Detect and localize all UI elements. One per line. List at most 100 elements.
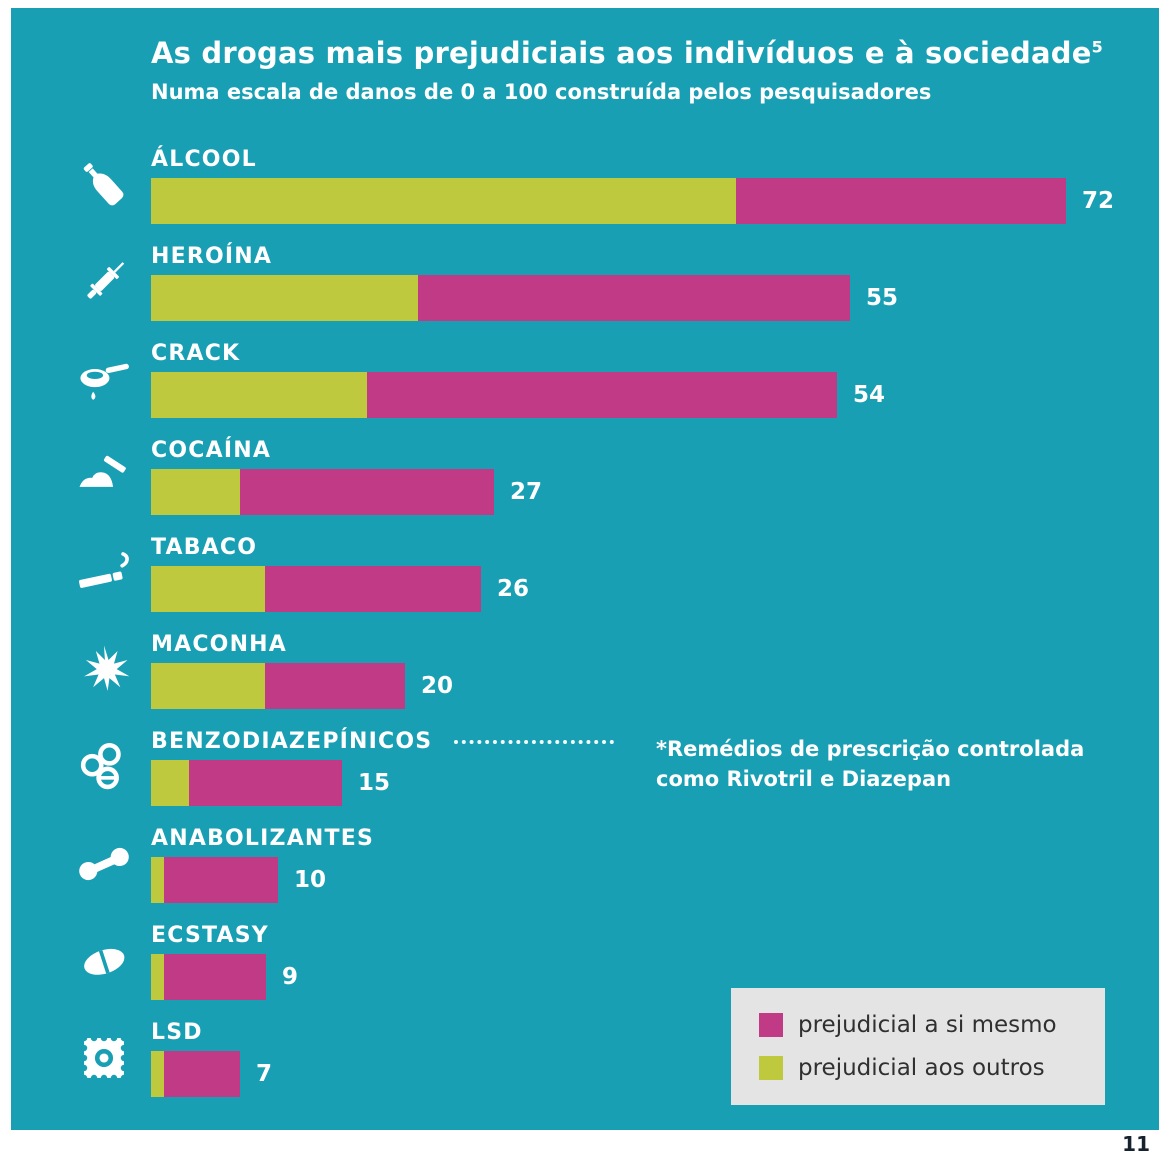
bar-segment-self — [418, 275, 850, 321]
dotted-leader — [454, 739, 615, 744]
bar-segment-others — [151, 857, 164, 903]
bottle-icon — [56, 156, 151, 214]
syringe-icon — [56, 253, 151, 311]
bar-segment-others — [151, 275, 418, 321]
drug-label: COCAÍNA — [151, 438, 272, 463]
stacked-bar — [151, 760, 342, 806]
drug-label-line: LSD — [151, 1019, 1159, 1046]
legend-item-others: prejudicial aos outros — [759, 1055, 1077, 1081]
drug-label: ÁLCOOL — [151, 147, 257, 172]
bar-segment-self — [265, 566, 481, 612]
stacked-bar — [151, 566, 481, 612]
pills-icon — [56, 738, 151, 796]
bar-value: 10 — [294, 867, 327, 893]
bar-segment-self — [164, 1051, 240, 1097]
legend-item-self: prejudicial a si mesmo — [759, 1012, 1077, 1038]
pipe-icon — [56, 350, 151, 408]
bar-row-benzodiazepinicos: BENZODIAZEPÍNICOS 15 — [11, 728, 1159, 806]
legend-label-self: prejudicial a si mesmo — [798, 1012, 1057, 1038]
bar-value: 55 — [866, 285, 899, 311]
drug-label: CRACK — [151, 341, 241, 366]
legend: prejudicial a si mesmo prejudicial aos o… — [731, 988, 1105, 1105]
stacked-bar — [151, 372, 837, 418]
stacked-bar — [151, 954, 266, 1000]
bar-row-main: TABACO 26 — [151, 534, 1159, 612]
drug-label-line: ÁLCOOL — [151, 146, 1159, 173]
chart-subtitle: Numa escala de danos de 0 a 100 construí… — [151, 80, 932, 104]
bar-line: 7 — [151, 1051, 1159, 1097]
bar-value: 72 — [1082, 188, 1115, 214]
annotation-line1: *Remédios de prescrição controlada — [656, 737, 1085, 761]
chart-title: As drogas mais prejudiciais aos indivídu… — [151, 36, 1139, 70]
bar-row-lsd: LSD 7 — [11, 1019, 1159, 1097]
bar-value: 27 — [510, 479, 543, 505]
bar-line: 27 — [151, 469, 1159, 515]
bar-row-main: CRACK 54 — [151, 340, 1159, 418]
bar-segment-self — [164, 954, 266, 1000]
bar-line: 9 — [151, 954, 1159, 1000]
stacked-bar — [151, 275, 850, 321]
annotation-drug-name-2: Diazepan — [841, 767, 952, 792]
cigarette-icon — [56, 544, 151, 602]
stacked-bar — [151, 469, 494, 515]
bar-row-main: MACONHA 20 — [151, 631, 1159, 709]
bar-segment-others — [151, 372, 367, 418]
stamp-icon — [56, 1029, 151, 1087]
bar-value: 7 — [256, 1061, 273, 1087]
stacked-bar — [151, 178, 1066, 224]
legend-swatch-self — [759, 1013, 783, 1037]
bar-segment-others — [151, 178, 736, 224]
bar-segment-self — [240, 469, 494, 515]
bar-row-main: HEROÍNA 55 — [151, 243, 1159, 321]
bar-row-main: COCAÍNA 27 — [151, 437, 1159, 515]
chart-title-text: As drogas mais prejudiciais aos indivídu… — [151, 36, 1092, 70]
drug-label-line: CRACK — [151, 340, 1159, 367]
bars-area: ÁLCOOL 72 HEROÍNA 55 CRACK 54 COCAÍNA 27 TABACO 2… — [11, 146, 1159, 1097]
bar-row-maconha: MACONHA 20 — [11, 631, 1159, 709]
bar-row-tabaco: TABACO 26 — [11, 534, 1159, 612]
bar-segment-others — [151, 954, 164, 1000]
bar-segment-self — [736, 178, 1066, 224]
bar-segment-self — [189, 760, 342, 806]
pill-icon — [56, 932, 151, 990]
page-number: 11 — [1122, 1132, 1150, 1156]
bar-segment-others — [151, 566, 265, 612]
drug-label: BENZODIAZEPÍNICOS — [151, 729, 433, 754]
bar-line: 20 — [151, 663, 1159, 709]
bar-segment-others — [151, 760, 189, 806]
drug-label-line: MACONHA — [151, 631, 1159, 658]
bar-row-crack: CRACK 54 — [11, 340, 1159, 418]
bar-segment-self — [265, 663, 405, 709]
drug-label-line: HEROÍNA — [151, 243, 1159, 270]
bar-row-cocaina: COCAÍNA 27 — [11, 437, 1159, 515]
drug-label: HEROÍNA — [151, 244, 273, 269]
bar-row-main: ÁLCOOL 72 — [151, 146, 1159, 224]
chart-panel: As drogas mais prejudiciais aos indivídu… — [11, 8, 1159, 1130]
stacked-bar — [151, 857, 278, 903]
bar-row-main: ECSTASY 9 — [151, 922, 1159, 1000]
chart-title-footnote-ref: 5 — [1091, 37, 1103, 57]
bar-value: 9 — [282, 964, 299, 990]
powder-razor-icon — [56, 447, 151, 505]
cannabis-leaf-icon — [56, 641, 151, 699]
legend-swatch-others — [759, 1056, 783, 1080]
legend-label-others: prejudicial aos outros — [798, 1055, 1045, 1081]
bar-value: 26 — [497, 576, 530, 602]
bar-segment-self — [367, 372, 837, 418]
drug-label: LSD — [151, 1020, 203, 1045]
drug-label: TABACO — [151, 535, 258, 560]
bar-value: 20 — [421, 673, 454, 699]
bar-row-ecstasy: ECSTASY 9 — [11, 922, 1159, 1000]
bar-line: 26 — [151, 566, 1159, 612]
bar-row-main: LSD 7 — [151, 1019, 1159, 1097]
bar-line: 72 — [151, 178, 1159, 224]
drug-label-line: BENZODIAZEPÍNICOS — [151, 728, 1159, 755]
bar-line: 55 — [151, 275, 1159, 321]
drug-label-line: ECSTASY — [151, 922, 1159, 949]
bar-segment-others — [151, 469, 240, 515]
drug-label-line: ANABOLIZANTES — [151, 825, 1159, 852]
bar-row-anabolizantes: ANABOLIZANTES 10 — [11, 825, 1159, 903]
annotation-drug-name-1: Rivotril — [726, 767, 813, 792]
bar-segment-self — [164, 857, 278, 903]
bar-line: 10 — [151, 857, 1159, 903]
